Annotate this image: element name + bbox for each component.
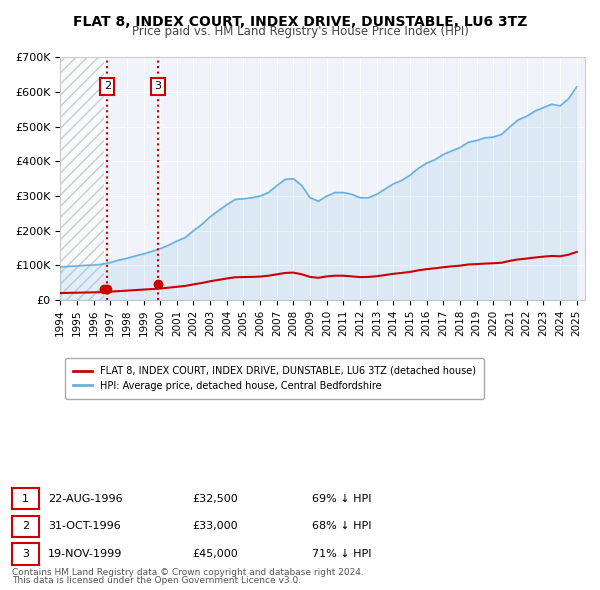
Text: 2: 2 (104, 81, 111, 91)
Text: 3: 3 (22, 549, 29, 559)
Text: Price paid vs. HM Land Registry's House Price Index (HPI): Price paid vs. HM Land Registry's House … (131, 25, 469, 38)
Text: 2: 2 (22, 522, 29, 531)
Legend: FLAT 8, INDEX COURT, INDEX DRIVE, DUNSTABLE, LU6 3TZ (detached house), HPI: Aver: FLAT 8, INDEX COURT, INDEX DRIVE, DUNSTA… (65, 358, 484, 399)
Text: 22-AUG-1996: 22-AUG-1996 (48, 494, 122, 503)
Text: £33,000: £33,000 (192, 522, 238, 531)
Bar (60, 57, 104, 300)
Text: 1: 1 (22, 494, 29, 503)
Text: 3: 3 (155, 81, 161, 91)
Text: Contains HM Land Registry data © Crown copyright and database right 2024.: Contains HM Land Registry data © Crown c… (12, 568, 364, 577)
Text: 19-NOV-1999: 19-NOV-1999 (48, 549, 122, 559)
Text: 69% ↓ HPI: 69% ↓ HPI (312, 494, 371, 503)
Text: 71% ↓ HPI: 71% ↓ HPI (312, 549, 371, 559)
Text: FLAT 8, INDEX COURT, INDEX DRIVE, DUNSTABLE, LU6 3TZ: FLAT 8, INDEX COURT, INDEX DRIVE, DUNSTA… (73, 15, 527, 29)
Text: £45,000: £45,000 (192, 549, 238, 559)
Text: 68% ↓ HPI: 68% ↓ HPI (312, 522, 371, 531)
Bar (60, 57, 104, 300)
Text: 31-OCT-1996: 31-OCT-1996 (48, 522, 121, 531)
Text: £32,500: £32,500 (192, 494, 238, 503)
Text: This data is licensed under the Open Government Licence v3.0.: This data is licensed under the Open Gov… (12, 576, 301, 585)
